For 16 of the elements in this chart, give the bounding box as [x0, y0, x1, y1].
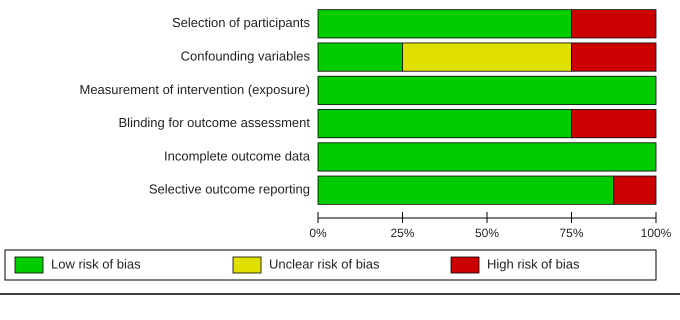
x-tick-label: 100% [640, 226, 672, 240]
legend-label: Unclear risk of bias [269, 256, 380, 272]
bar [318, 142, 656, 172]
y-tick-label: Measurement of intervention (exposure) [79, 82, 310, 97]
y-tick-label: Selective outcome reporting [148, 182, 310, 197]
legend-label: Low risk of bias [51, 256, 142, 272]
bar [318, 76, 656, 105]
y-tick-label: Incomplete outcome data [164, 148, 311, 164]
x-tick-label: 75% [559, 226, 584, 240]
legend-label: High risk of bias [487, 256, 580, 272]
x-tick-label: 25% [390, 226, 415, 240]
y-tick-label: Blinding for outcome assessment [118, 115, 310, 130]
x-tick-label: 50% [474, 226, 500, 240]
x-tick-label: 0% [309, 226, 327, 240]
y-tick-label: Selection of participants [172, 15, 310, 30]
y-tick-label: Confounding variables [180, 48, 310, 64]
